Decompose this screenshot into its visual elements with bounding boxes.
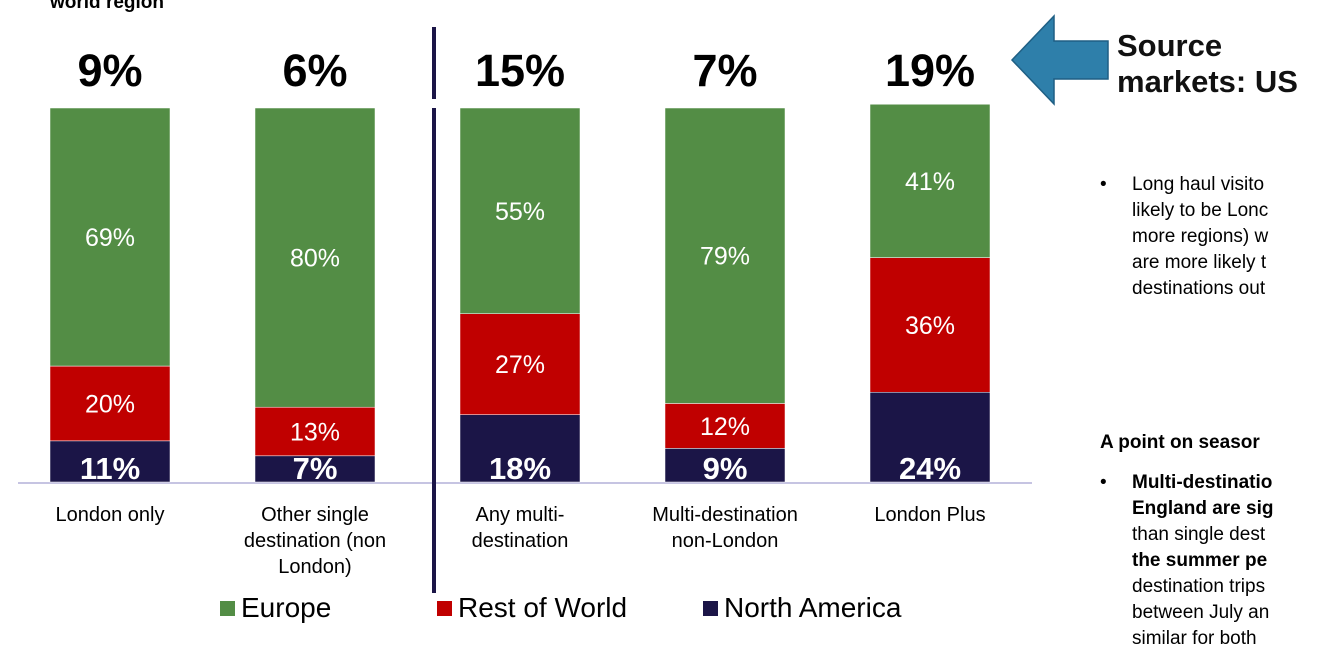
category-label: Other single <box>261 504 369 526</box>
seasonality-heading: A point on seasor <box>1100 432 1260 453</box>
bar-segment-north-america <box>49 440 171 483</box>
bar-segment-europe <box>664 107 786 404</box>
category-label: Any multi- <box>476 504 565 526</box>
bar-segment-north-america <box>254 455 376 483</box>
category-label: non-London <box>672 530 779 552</box>
data-label: 20% <box>85 390 135 418</box>
data-label: 18% <box>489 451 551 486</box>
category-label: London only <box>56 504 165 526</box>
left-arrow-icon <box>1010 14 1109 106</box>
category-label: London Plus <box>874 504 985 526</box>
data-label: 9% <box>703 451 748 486</box>
bar-segment-rest-of-world <box>49 365 171 442</box>
bullet-dot: • <box>1100 472 1107 493</box>
category-label: London) <box>278 556 351 578</box>
data-label: 11% <box>80 451 140 486</box>
legend-swatch-rest-of-world <box>437 601 452 616</box>
legend-label-north-america: North America <box>724 592 902 623</box>
bar-total-label: 6% <box>282 45 347 96</box>
bar-segment-europe <box>869 104 991 258</box>
bar-segment-europe <box>49 107 171 367</box>
category-label: Multi-destination <box>652 504 798 526</box>
data-label: 13% <box>290 419 340 447</box>
bar-total-label: 15% <box>475 45 565 96</box>
category-label: destination (non <box>244 530 386 552</box>
bar-segment-rest-of-world <box>664 403 786 449</box>
data-label: 69% <box>85 224 135 252</box>
legend-swatch-europe <box>220 601 235 616</box>
legend-swatch-north-america <box>703 601 718 616</box>
chart-subtitle: world region <box>50 0 164 13</box>
bar-segment-north-america <box>869 391 991 483</box>
bar-segment-rest-of-world <box>459 313 581 415</box>
data-label: 79% <box>700 243 750 271</box>
bar-segment-north-america <box>664 448 786 483</box>
legend-label-rest-of-world: Rest of World <box>458 592 627 623</box>
bar-segment-rest-of-world <box>254 406 376 457</box>
data-label: 24% <box>899 451 961 486</box>
data-label: 7% <box>293 451 338 486</box>
stacked-bar-chart: 11% 20% 69% 9% London only 7% 13% 80% 6% Other si… <box>18 27 1032 623</box>
bar-segment-north-america <box>459 414 581 483</box>
bar-total-label: 19% <box>885 45 975 96</box>
data-label: 27% <box>495 351 545 379</box>
bar-segment-rest-of-world <box>869 257 991 393</box>
bar-total-label: 9% <box>77 45 142 96</box>
category-label: destination <box>472 530 569 552</box>
source-markets-title: Source markets: US <box>1117 28 1298 99</box>
data-label: 36% <box>905 312 955 340</box>
bar-segment-europe <box>459 107 581 314</box>
data-label: 12% <box>700 413 750 441</box>
data-label: 80% <box>290 245 340 273</box>
bullet-dot: • <box>1100 174 1107 195</box>
bar-total-label: 7% <box>692 45 757 96</box>
data-label: 41% <box>905 168 955 196</box>
data-label: 55% <box>495 198 545 226</box>
bar-segment-europe <box>254 107 376 408</box>
legend-label-europe: Europe <box>241 592 331 623</box>
